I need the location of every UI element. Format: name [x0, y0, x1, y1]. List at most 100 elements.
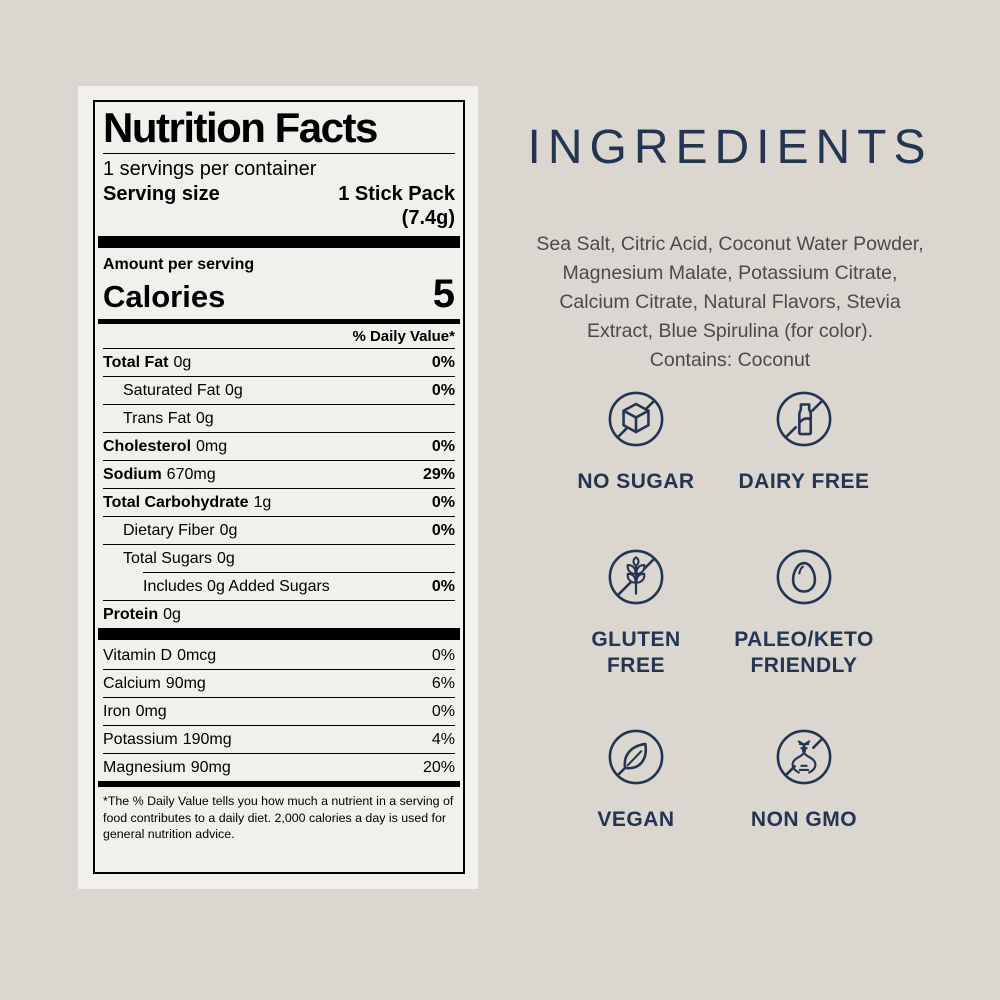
nutrient-amount: 0g	[224, 382, 243, 400]
nutrient-row-total-fat: Total Fat 0g 0%	[103, 348, 455, 376]
nutrient-amount: 0g	[195, 410, 214, 428]
gluten-free-icon	[608, 549, 664, 605]
nutrient-amount: 0g	[216, 550, 235, 568]
serving-size-value: 1 Stick Pack	[338, 183, 455, 206]
nutrient-name: Dietary Fiber	[123, 522, 215, 540]
nutrient-amount: 0g	[173, 354, 192, 372]
calories-value: 5	[432, 272, 455, 317]
nutrient-name: Sodium	[103, 466, 162, 484]
nutrient-amount: 0mg	[196, 438, 228, 456]
nutrient-dv: 6%	[431, 675, 455, 693]
ingredients-text: Sea Salt, Citric Acid, Coconut Water Pow…	[500, 230, 960, 375]
badge-vegan: VEGAN	[552, 728, 720, 888]
nutrient-name: Cholesterol	[103, 438, 192, 456]
paleo-keto-icon	[776, 549, 832, 605]
ingredients-line: Calcium Citrate, Natural Flavors, Stevia	[559, 291, 901, 313]
daily-value-header: % Daily Value*	[352, 328, 455, 346]
nutrient-amount: 0mg	[135, 703, 167, 721]
ingredients-line: Extract, Blue Spirulina (for color).	[586, 320, 874, 342]
badge-label: DAIRY FREE	[738, 470, 870, 493]
nutrition-facts-title: Nutrition Facts	[103, 104, 455, 155]
badge-label: VEGAN	[597, 808, 675, 831]
vegan-icon	[608, 729, 664, 785]
nutrient-row-dietary-fiber: Dietary Fiber 0g 0%	[103, 516, 455, 544]
nutrient-amount: 90mg	[165, 675, 206, 693]
vitamin-row-calcium: Calcium 90mg 6%	[103, 669, 455, 697]
amount-per-serving-label: Amount per serving	[103, 256, 255, 274]
diet-badges-grid: NO SUGAR DAIRY FREE G	[552, 390, 888, 888]
badge-label: NON GMO	[750, 808, 858, 831]
nutrient-row-saturated-fat: Saturated Fat 0g 0%	[103, 376, 455, 404]
non-gmo-icon	[776, 729, 832, 785]
badge-gluten-free: GLUTEN FREE	[552, 548, 720, 728]
contains-statement: Contains: Coconut	[649, 349, 811, 371]
vitamin-row-vitamin-d: Vitamin D 0mcg 0%	[103, 642, 455, 669]
nutrient-name: Saturated Fat	[123, 382, 220, 400]
nutrient-name: Total Carbohydrate	[103, 494, 249, 512]
vitamin-row-magnesium: Magnesium 90mg 20%	[103, 753, 455, 781]
nutrient-dv: 29%	[422, 466, 455, 484]
nutrient-amount: 670mg	[166, 466, 216, 484]
nutrient-amount: 190mg	[182, 731, 232, 749]
calories-row: Calories 5	[103, 272, 455, 317]
nutrient-dv: 0%	[431, 522, 455, 540]
ingredients-line: Sea Salt, Citric Acid, Coconut Water Pow…	[536, 233, 924, 255]
nutrient-dv: 20%	[422, 759, 455, 777]
nutrient-row-cholesterol: Cholesterol 0mg 0%	[103, 432, 455, 460]
nutrient-name: Magnesium	[103, 759, 186, 777]
nutrient-name: Vitamin D	[103, 647, 173, 665]
nutrient-row-total-sugars: Total Sugars 0g	[103, 544, 455, 572]
medium-divider-bar	[98, 319, 460, 325]
ingredients-title: INGREDIENTS	[527, 121, 933, 174]
nutrient-row-added-sugars: Includes 0g Added Sugars 0%	[143, 572, 455, 600]
thick-divider-bar	[98, 236, 460, 249]
nutrient-name: Total Sugars	[123, 550, 212, 568]
badge-non-gmo: NON GMO	[720, 728, 888, 888]
thick-divider-bar	[98, 628, 460, 641]
nutrient-name: Protein	[103, 606, 159, 624]
serving-size-label: Serving size	[103, 183, 220, 206]
vitamin-row-potassium: Potassium 190mg 4%	[103, 725, 455, 753]
nutrient-row-total-carbohydrate: Total Carbohydrate 1g 0%	[103, 488, 455, 516]
nutrient-amount: 0g	[219, 522, 238, 540]
daily-value-footnote: *The % Daily Value tells you how much a …	[103, 794, 454, 842]
nutrient-amount: 90mg	[190, 759, 231, 777]
badge-label: PALEO/KETO FRIENDLY	[734, 628, 874, 677]
ingredients-line: Magnesium Malate, Potassium Citrate,	[562, 262, 898, 284]
calories-label: Calories	[103, 279, 226, 315]
badge-no-sugar: NO SUGAR	[552, 390, 720, 548]
nutrient-dv: 0%	[431, 578, 455, 596]
nutrition-facts-box: Nutrition Facts 1 servings per container…	[93, 100, 465, 874]
nutrient-name: Total Fat	[103, 354, 169, 372]
badge-label: GLUTEN FREE	[591, 628, 681, 677]
nutrient-dv: 4%	[431, 731, 455, 749]
nutrient-name: Calcium	[103, 675, 161, 693]
nutrition-label-card: Nutrition Facts 1 servings per container…	[78, 86, 478, 889]
nutrient-amount: 1g	[253, 494, 272, 512]
nutrient-dv: 0%	[431, 494, 455, 512]
vitamin-row-iron: Iron 0mg 0%	[103, 697, 455, 725]
dairy-free-icon	[776, 391, 832, 447]
nutrient-name: Iron	[103, 703, 131, 721]
nutrient-row-trans-fat: Trans Fat 0g	[103, 404, 455, 432]
nutrient-name: Trans Fat	[123, 410, 191, 428]
nutrient-amount: 0g	[163, 606, 181, 624]
nutrient-dv: 0%	[431, 647, 455, 665]
nutrient-name: Potassium	[103, 731, 178, 749]
nutrient-dv: 0%	[431, 354, 455, 372]
nutrient-dv: 0%	[431, 703, 455, 721]
nutrient-row-protein: Protein 0g	[103, 600, 455, 628]
badge-dairy-free: DAIRY FREE	[720, 390, 888, 548]
serving-size-row: Serving size 1 Stick Pack	[103, 181, 455, 206]
nutrient-row-sodium: Sodium 670mg 29%	[103, 460, 455, 488]
medium-divider-bar	[98, 781, 460, 788]
badge-label: NO SUGAR	[577, 470, 695, 493]
no-sugar-icon	[608, 391, 664, 447]
nutrient-amount: 0mcg	[177, 647, 217, 665]
servings-per-container: 1 servings per container	[103, 158, 317, 181]
nutrient-dv: 0%	[431, 438, 455, 456]
nutrient-dv: 0%	[431, 382, 455, 400]
badge-paleo-keto: PALEO/KETO FRIENDLY	[720, 548, 888, 728]
nutrient-name: Includes 0g Added Sugars	[143, 578, 330, 596]
